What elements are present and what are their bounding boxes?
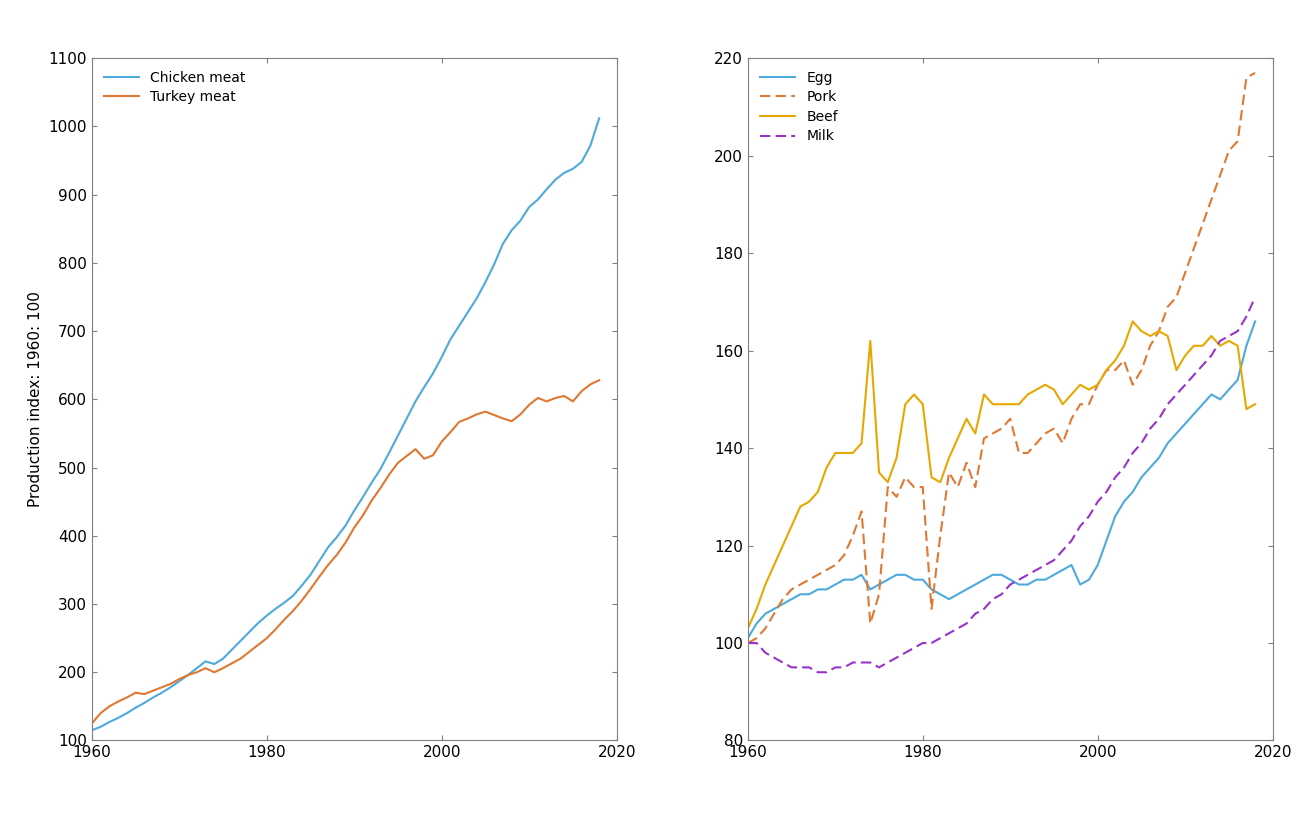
Chicken meat [101, 717, 117, 727]
Line: Beef: Beef [748, 321, 1256, 628]
Legend: Chicken meat, Turkey meat: Chicken meat, Turkey meat [98, 65, 251, 110]
Chicken meat [215, 654, 231, 664]
Milk [828, 662, 844, 672]
Chicken meat [592, 113, 607, 123]
Milk [757, 648, 773, 658]
Milk [792, 662, 808, 672]
Pork [819, 565, 834, 575]
Beef [1124, 316, 1140, 326]
Turkey meat [84, 718, 100, 729]
Turkey meat [136, 689, 152, 699]
Turkey meat [592, 375, 607, 385]
Milk [880, 657, 896, 667]
Chicken meat [346, 506, 362, 516]
Beef [1248, 399, 1263, 409]
Line: Egg: Egg [748, 321, 1256, 638]
Egg [871, 580, 887, 590]
Turkey meat [451, 417, 467, 427]
Egg [819, 584, 834, 594]
Turkey meat [101, 701, 117, 711]
Milk [1248, 292, 1263, 302]
Beef [1107, 355, 1123, 365]
Line: Pork: Pork [748, 73, 1256, 643]
Chicken meat [163, 682, 178, 692]
Pork [1107, 365, 1123, 375]
Turkey meat [163, 679, 178, 689]
Beef [740, 623, 756, 633]
Turkey meat [346, 522, 362, 532]
Beef [757, 580, 773, 590]
Beef [819, 463, 834, 473]
Chicken meat [136, 698, 152, 708]
Egg [1002, 575, 1018, 585]
Line: Milk: Milk [748, 297, 1256, 672]
Pork [1248, 68, 1263, 78]
Pork [1002, 414, 1018, 423]
Pork [740, 638, 756, 648]
Egg [757, 609, 773, 619]
Egg [740, 633, 756, 643]
Pork [757, 623, 773, 633]
Beef [871, 468, 887, 478]
Pork [871, 589, 887, 599]
Chicken meat [451, 320, 467, 330]
Milk [740, 638, 756, 648]
Egg [1107, 512, 1123, 522]
Line: Chicken meat: Chicken meat [92, 118, 600, 730]
Chicken meat [84, 726, 100, 735]
Beef [1002, 399, 1018, 409]
Pork [792, 580, 808, 590]
Y-axis label: Production index: 1960: 100: Production index: 1960: 100 [28, 291, 43, 508]
Milk [1117, 463, 1132, 473]
Milk [810, 667, 825, 677]
Beef [792, 502, 808, 512]
Milk [1012, 575, 1027, 585]
Egg [1248, 316, 1263, 326]
Egg [792, 589, 808, 599]
Line: Turkey meat: Turkey meat [92, 380, 600, 723]
Legend: Egg, Pork, Beef, Milk: Egg, Pork, Beef, Milk [754, 65, 844, 149]
Turkey meat [215, 663, 231, 673]
